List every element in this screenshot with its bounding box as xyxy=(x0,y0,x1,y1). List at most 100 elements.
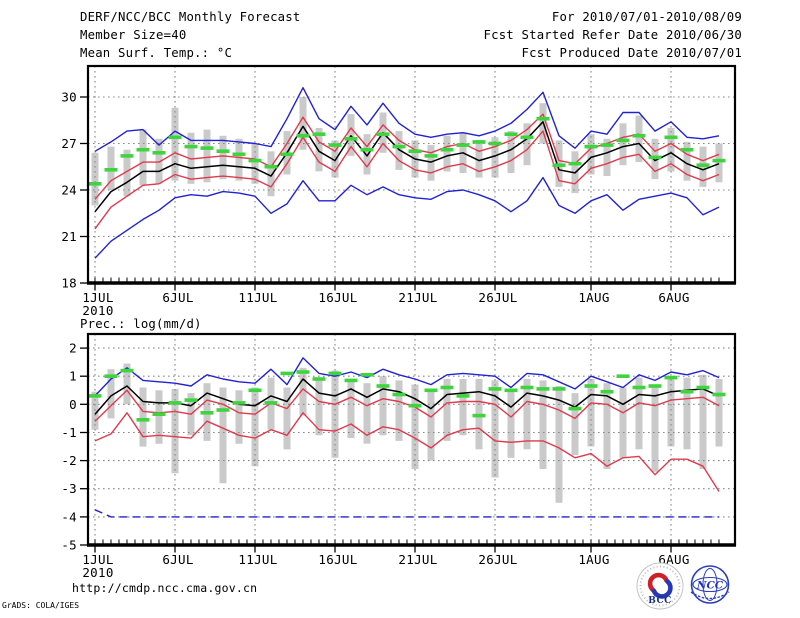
precipitation-spread-bar xyxy=(155,390,163,444)
precipitation-obs-dash xyxy=(360,373,374,377)
temperature-spread-bar xyxy=(683,141,691,181)
precipitation-obs-dash xyxy=(696,385,710,390)
temperature-obs-dash xyxy=(136,147,150,152)
temperature-spread-bar xyxy=(267,151,275,197)
ncc-logo-text: NCC xyxy=(696,580,724,592)
refer-date: Fcst Started Refer Date 2010/06/30 xyxy=(483,28,742,42)
temperature-obs-dash xyxy=(408,149,422,153)
temperature-obs-dash xyxy=(584,144,598,149)
precipitation-obs-dash xyxy=(664,375,678,380)
temperature-y-label: 21 xyxy=(61,229,77,244)
temperature-mean-minus-spread-line xyxy=(94,130,720,230)
temperature-x-label: 21JUL xyxy=(398,290,437,305)
precipitation-spread-bar xyxy=(123,363,131,405)
precipitation-obs-dash xyxy=(536,387,550,391)
temperature-spread-bar xyxy=(427,145,435,181)
ncc-globe-meridian xyxy=(702,568,718,601)
ncc-globe-band xyxy=(692,576,728,593)
temperature-y-label: 18 xyxy=(61,276,77,291)
temperature-obs-dash xyxy=(664,135,678,140)
temperature-spread-bar xyxy=(171,107,179,181)
temperature-spread-bar xyxy=(123,149,131,197)
precipitation-x-label: 26JUL xyxy=(478,552,517,567)
precipitation-spread-bar xyxy=(571,393,579,455)
precipitation-obs-dash xyxy=(456,394,470,398)
temperature-obs-dash xyxy=(600,143,614,147)
temperature-spread-bar xyxy=(619,123,627,166)
precipitation-obs-dash xyxy=(248,388,262,393)
temperature-obs-dash xyxy=(568,161,582,166)
temperature-y-label: 30 xyxy=(61,90,77,105)
precipitation-spread-bar xyxy=(555,386,563,503)
report-title: DERF/NCC/BCC Monthly Forecast xyxy=(80,10,301,24)
temperature-spread-bar xyxy=(475,140,483,178)
precipitation-obs-dash xyxy=(280,371,294,376)
grads-credit: GrADS: COLA/IGES xyxy=(2,601,80,610)
temperature-spread-bar xyxy=(331,140,339,178)
temperature-y-label: 27 xyxy=(61,136,77,151)
precipitation-spread-bar xyxy=(395,380,403,441)
precipitation-spread-bar xyxy=(651,384,659,472)
produced-date: Fcst Produced Date 2010/07/01 xyxy=(521,46,742,60)
temperature-obs-dash xyxy=(168,135,182,140)
temperature-obs-dash xyxy=(360,147,374,152)
temperature-obs-dash xyxy=(216,149,230,153)
temperature-obs-dash xyxy=(280,152,294,157)
precipitation-obs-dash xyxy=(216,408,230,412)
precipitation-obs-dash xyxy=(552,387,566,391)
precipitation-obs-dash xyxy=(312,377,326,381)
member-size-label: Member Size=40 xyxy=(80,28,187,42)
precipitation-spread-bar xyxy=(251,387,259,467)
precipitation-obs-dash xyxy=(232,401,246,405)
precipitation-spread-bar xyxy=(347,379,355,439)
precipitation-obs-dash xyxy=(120,368,134,373)
temperature-obs-dash xyxy=(184,144,198,149)
precipitation-grid xyxy=(88,334,735,545)
temperature-spread-bar xyxy=(235,138,243,181)
precipitation-y-label: -3 xyxy=(61,481,77,496)
precipitation-obs-dash xyxy=(584,384,598,388)
precipitation-obs-dash xyxy=(184,398,198,402)
temperature-obs-dash xyxy=(248,158,262,163)
precipitation-ticks xyxy=(80,347,720,553)
temperature-spread-bar xyxy=(251,143,259,184)
temperature-obs-dash xyxy=(440,147,454,152)
precipitation-spread-bar xyxy=(235,390,243,444)
precipitation-y-label: -5 xyxy=(61,538,77,553)
temperature-observation-dashes xyxy=(88,116,726,186)
precipitation-x-label: 1AUG xyxy=(578,552,609,567)
temperature-spread-bar xyxy=(219,135,227,180)
temperature-obs-dash xyxy=(264,164,278,169)
precipitation-obs-dash xyxy=(488,387,502,391)
precipitation-obs-dash xyxy=(568,406,582,411)
precipitation-spread-bar xyxy=(491,380,499,478)
precipitation-obs-dash xyxy=(472,413,486,418)
precipitation-obs-dash xyxy=(328,371,342,376)
temperature-spread-bar xyxy=(507,131,515,173)
temperature-grid xyxy=(88,66,735,283)
precipitation-obs-dash xyxy=(104,374,118,378)
precipitation-ensemble-mean-line xyxy=(94,378,720,415)
precipitation-observation-dashes xyxy=(88,368,726,422)
precipitation-spread-bar xyxy=(139,387,147,447)
temperature-year-label: 2010 xyxy=(82,303,113,318)
temperature-spread-bar xyxy=(299,97,307,150)
temperature-y-label: 24 xyxy=(61,183,77,198)
temperature-obs-dash xyxy=(344,137,358,141)
precipitation-spread-bar xyxy=(443,379,451,441)
temperature-obs-dash xyxy=(552,163,566,167)
temperature-x-label: 1JUL xyxy=(82,290,113,305)
precipitation-spread-bar xyxy=(459,379,467,436)
temperature-obs-dash xyxy=(456,143,470,147)
bcc-blue-swirl-icon xyxy=(651,579,673,599)
precipitation-spread-bar xyxy=(283,387,291,450)
temperature-obs-dash xyxy=(488,141,502,146)
precipitation-spread-bar xyxy=(523,379,531,450)
temperature-obs-dash xyxy=(376,132,390,136)
temperature-spread-bar xyxy=(315,128,323,172)
ncc-wreath-icon xyxy=(690,591,730,600)
temperature-obs-dash xyxy=(424,154,438,158)
temperature-obs-dash xyxy=(152,151,166,155)
